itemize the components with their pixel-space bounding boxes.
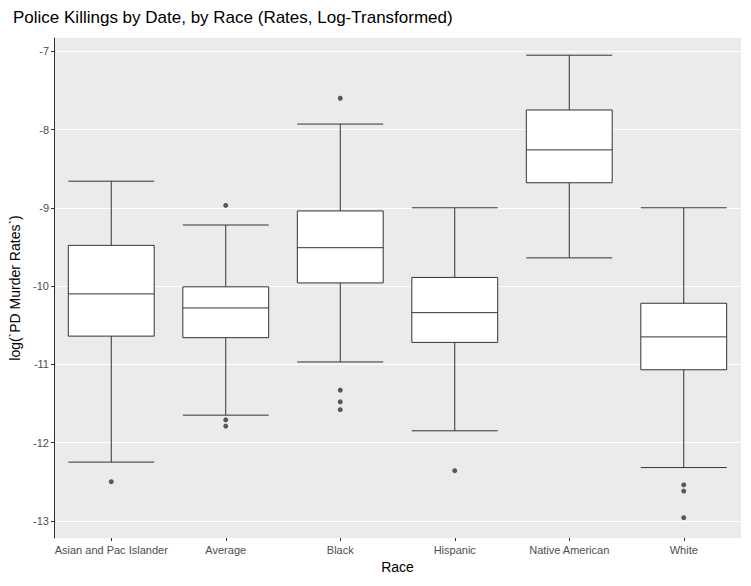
svg-text:-8: -8 <box>39 124 49 136</box>
svg-text:Average: Average <box>205 544 246 556</box>
svg-text:Black: Black <box>327 544 354 556</box>
svg-text:Native American: Native American <box>529 544 609 556</box>
svg-text:-13: -13 <box>33 515 49 527</box>
svg-text:Race: Race <box>381 559 414 575</box>
svg-text:-10: -10 <box>33 280 49 292</box>
svg-text:White: White <box>670 544 698 556</box>
svg-text:-9: -9 <box>39 202 49 214</box>
svg-text:-11: -11 <box>34 358 49 370</box>
svg-text:Hispanic: Hispanic <box>434 544 477 556</box>
svg-text:Asian and Pac Islander: Asian and Pac Islander <box>55 544 168 556</box>
svg-text:-7: -7 <box>39 45 49 57</box>
svg-text:Police Killings by Date, by Ra: Police Killings by Date, by Race (Rates,… <box>13 8 453 27</box>
svg-text:log(`PD Murder Rates`): log(`PD Murder Rates`) <box>7 215 23 360</box>
svg-text:-12: -12 <box>33 437 49 449</box>
